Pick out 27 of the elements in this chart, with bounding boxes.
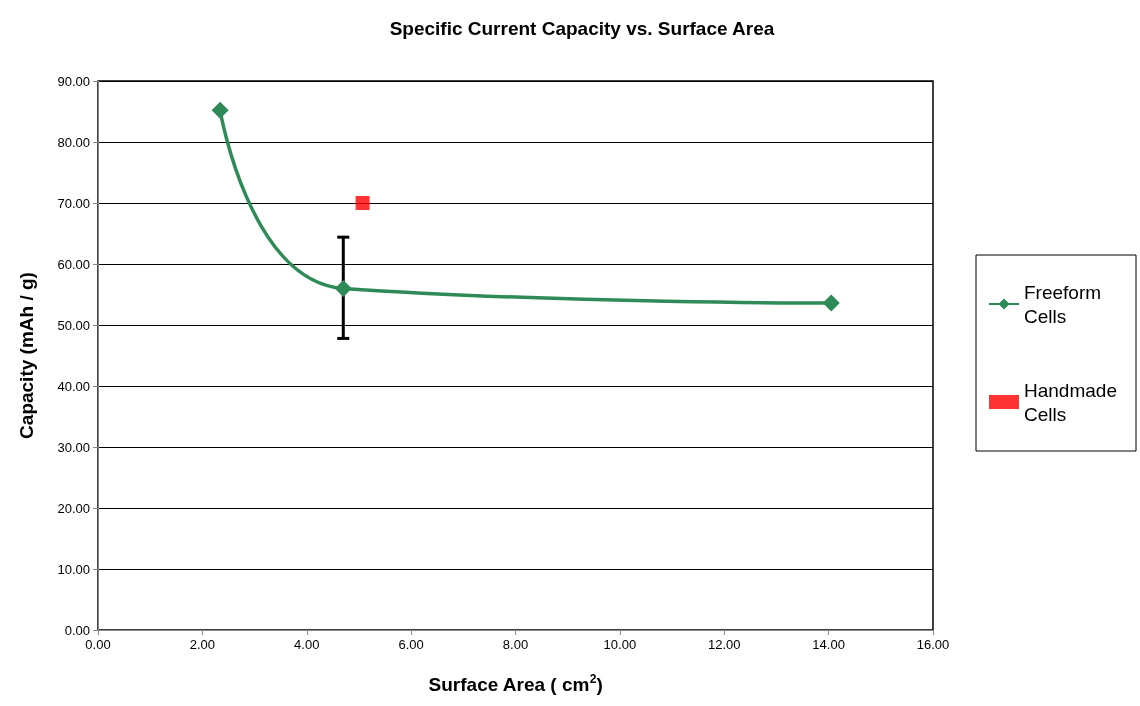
y-tick-label: 40.00 <box>57 378 90 394</box>
y-tick-label: 10.00 <box>57 561 90 577</box>
y-tick-label: 60.00 <box>57 256 90 272</box>
y-axis-title: Capacity (mAh / g) <box>16 272 37 439</box>
y-tick-label: 90.00 <box>57 73 90 89</box>
y-tick-label: 0.00 <box>64 622 90 638</box>
y-tick-label: 30.00 <box>57 439 90 455</box>
y-tick-label: 50.00 <box>57 317 90 333</box>
x-tick-label: 4.00 <box>294 637 320 652</box>
x-tick-label: 16.00 <box>916 637 950 652</box>
point <box>334 279 352 297</box>
x-tick-label: 10.00 <box>603 637 637 652</box>
y-tick-label: 70.00 <box>57 195 90 211</box>
y-tick-label: 80.00 <box>57 134 90 150</box>
x-tick-label: 12.00 <box>707 637 741 652</box>
legend-label: Handmade Cells <box>1024 379 1123 425</box>
x-tick-label: 8.00 <box>502 637 529 652</box>
x-tick-label: 2.00 <box>189 637 216 652</box>
y-tick-label: 20.00 <box>57 500 90 516</box>
x-tick-label: 0.00 <box>85 637 111 652</box>
point <box>355 196 370 210</box>
legend-label: Freeform Cells <box>1024 281 1107 327</box>
x-tick-label: 6.00 <box>398 637 424 652</box>
point <box>211 101 229 119</box>
point <box>822 294 840 312</box>
chart-title: Specific Current Capacity vs. Surface Area <box>389 18 775 39</box>
x-tick-label: 14.00 <box>812 637 845 652</box>
